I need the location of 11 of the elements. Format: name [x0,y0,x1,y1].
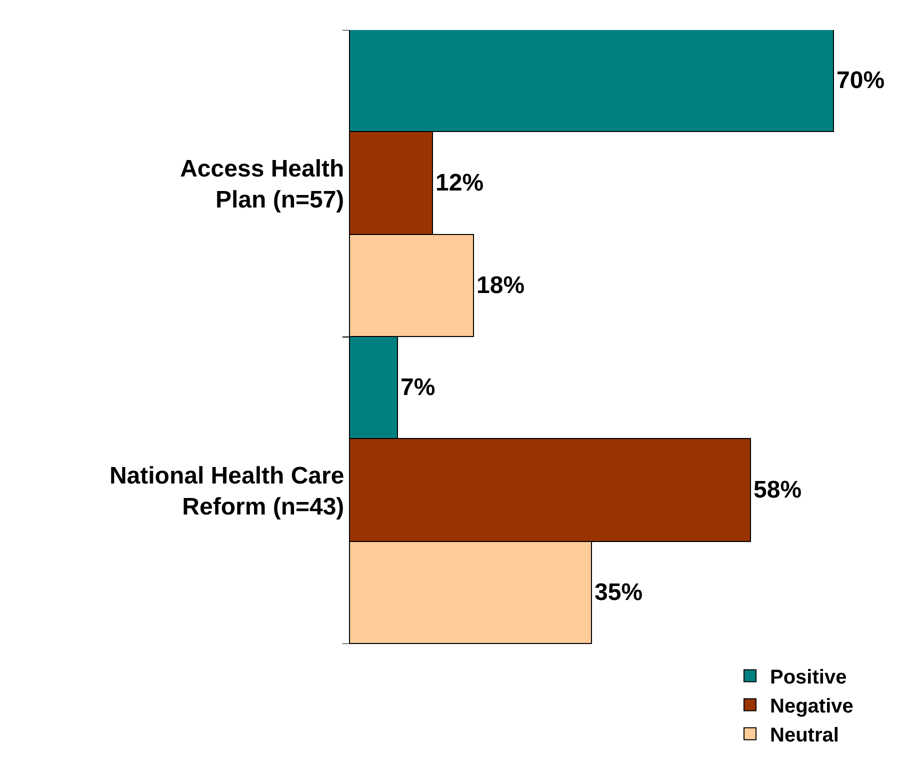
legend-label: Negative [770,696,854,718]
y-tick-label: Access Health Plan (n=57) [180,155,344,214]
data-label: 7% [400,374,436,401]
legend-label: Positive [770,666,847,689]
legend-label: Neutral [770,724,839,747]
y-tick-label: National Health Care Reform (n=43) [109,462,344,520]
data-label: 70% [836,67,885,94]
data-label: 58% [754,476,802,504]
data-label: 35% [594,579,643,606]
data-label: 12% [436,170,484,196]
data-label: 18% [476,272,525,299]
